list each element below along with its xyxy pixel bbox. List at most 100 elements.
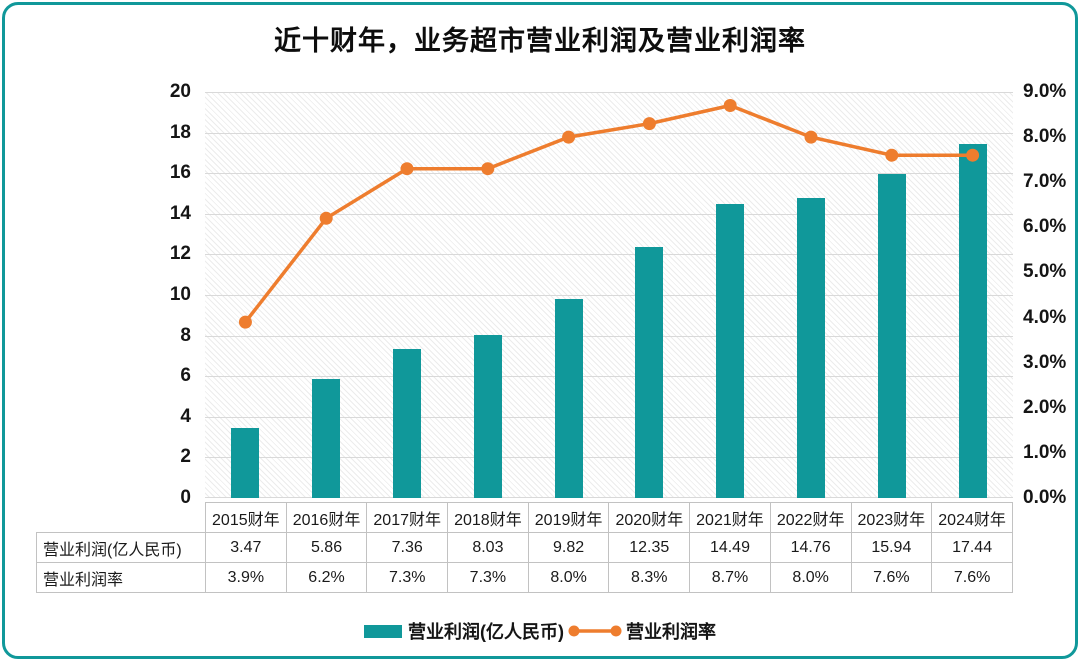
axis-tick-label: 12 [169, 243, 191, 264]
category-label: 2020财年 [608, 502, 691, 533]
line-marker [562, 130, 576, 144]
cell-value: 7.3% [447, 562, 529, 593]
cell-value: 7.6% [931, 562, 1013, 593]
cell-value: 17.44 [931, 532, 1013, 563]
bar-2019财年 [555, 299, 583, 498]
category-label: 2024财年 [931, 502, 1013, 533]
gridline [205, 214, 1013, 215]
line-marker [319, 211, 333, 225]
bar-2020财年 [635, 247, 663, 498]
cell-value: 7.3% [366, 562, 449, 593]
data-table-wrap: 2015财年 2016财年 2017财年 2018财年 2019财年 2020财年 2021… [36, 502, 1013, 593]
axis-tick-label: 7.0% [1023, 171, 1067, 192]
cell-value: 8.0% [527, 562, 610, 593]
plot-area [205, 92, 1013, 498]
gridline [205, 336, 1013, 337]
bar-2017财年 [393, 349, 421, 498]
cell-value: 9.82 [527, 532, 610, 563]
line-marker [642, 117, 656, 131]
gridline [205, 173, 1013, 174]
line-swatch-icon [568, 625, 622, 637]
line-marker [723, 99, 737, 112]
line-marker [804, 130, 818, 144]
gridline [205, 457, 1013, 458]
axis-tick-label: 16 [169, 162, 191, 183]
category-label: 2021财年 [689, 502, 771, 533]
legend-item-bar: 营业利润(亿人民币) [364, 618, 564, 644]
bar-2024财年 [959, 144, 987, 498]
category-label: 2022财年 [769, 502, 852, 533]
table-row-categories: 2015财年 2016财年 2017财年 2018财年 2019财年 2020财年 2021… [37, 502, 1013, 533]
cell-value: 14.76 [769, 532, 852, 563]
table-row: 营业利润(亿人民币) 3.47 5.86 7.36 8.03 9.82 12.35 14.49… [36, 532, 1013, 563]
axis-tick-label: 0.0% [1023, 487, 1067, 508]
cell-value: 15.94 [850, 532, 933, 563]
category-label: 2019财年 [527, 502, 610, 533]
bar-2016财年 [312, 379, 340, 498]
bar-swatch-icon [364, 624, 402, 638]
gridline [205, 417, 1013, 418]
axis-tick-label: 4 [180, 406, 191, 427]
cell-value: 8.03 [447, 532, 529, 563]
cell-value: 14.49 [689, 532, 771, 563]
cell-value: 12.35 [608, 532, 691, 563]
table-row: 营业利润率 3.9% 6.2% 7.3% 7.3% 8.0% 8.3% 8.7% 8.0% 7.6… [36, 562, 1013, 593]
axis-tick-label: 2.0% [1023, 397, 1067, 418]
axis-tick-label: 6 [180, 365, 191, 386]
axis-tick-label: 5.0% [1023, 261, 1067, 282]
y-axis-right: 0.0% 1.0% 2.0% 3.0% 4.0% 5.0% 6.0% 7.0% 8.0% 9.0% [1023, 81, 1075, 508]
legend-item-line: 营业利润率 [564, 618, 716, 644]
axis-tick-label: 18 [169, 122, 191, 143]
cell-value: 3.47 [205, 532, 287, 563]
axis-tick-label: 20 [169, 81, 191, 102]
axis-tick-label: 10 [169, 284, 191, 305]
line-path [244, 103, 973, 324]
axis-tick-label: 14 [169, 203, 191, 224]
gridline [205, 295, 1013, 296]
bar-2018财年 [474, 335, 502, 498]
axis-tick-label: 1.0% [1023, 442, 1067, 463]
cell-value: 3.9% [205, 562, 287, 593]
axis-tick-label: 4.0% [1023, 307, 1067, 328]
bar-2015财年 [231, 428, 259, 498]
line-marker [400, 162, 414, 176]
gridline [205, 92, 1013, 93]
category-label: 2015财年 [205, 502, 287, 533]
gridline [205, 376, 1013, 377]
cell-value: 5.86 [285, 532, 368, 563]
gridline [205, 497, 1013, 498]
row-label: 营业利润率 [36, 562, 206, 593]
line-marker [885, 148, 899, 162]
line-marker [966, 148, 980, 162]
cell-value: 8.0% [769, 562, 852, 593]
chart-title: 近十财年，业务超市营业利润及营业利润率 [274, 26, 806, 56]
rate-line-series [238, 99, 980, 329]
category-label: 2016财年 [285, 502, 368, 533]
cell-value: 8.3% [608, 562, 691, 593]
y-axis-left: 0 2 4 6 8 10 12 14 16 18 20 [5, 81, 191, 508]
category-label: 2018财年 [447, 502, 529, 533]
line-marker [238, 315, 252, 329]
cell-value: 6.2% [285, 562, 368, 593]
bar-2021财年 [716, 204, 744, 498]
data-table: 2015财年 2016财年 2017财年 2018财年 2019财年 2020财年 2021… [36, 502, 1013, 593]
gridline [205, 133, 1013, 134]
axis-tick-label: 8.0% [1023, 126, 1067, 147]
axis-tick-label: 9.0% [1023, 81, 1067, 102]
legend: 营业利润(亿人民币) 营业利润率 [5, 618, 1075, 644]
bar-2023财年 [878, 174, 906, 498]
legend-label-bar: 营业利润(亿人民币) [408, 622, 564, 642]
category-label: 2017财年 [366, 502, 449, 533]
gridline [205, 254, 1013, 255]
line-marker [481, 162, 495, 176]
legend-label-line: 营业利润率 [626, 622, 716, 642]
axis-tick-label: 0 [180, 487, 191, 508]
row-label: 营业利润(亿人民币) [36, 532, 206, 563]
axis-tick-label: 3.0% [1023, 352, 1067, 373]
axis-tick-label: 2 [180, 446, 191, 467]
category-label: 2023财年 [850, 502, 933, 533]
cell-value: 7.6% [850, 562, 933, 593]
cell-value: 8.7% [689, 562, 771, 593]
axis-tick-label: 6.0% [1023, 216, 1067, 237]
